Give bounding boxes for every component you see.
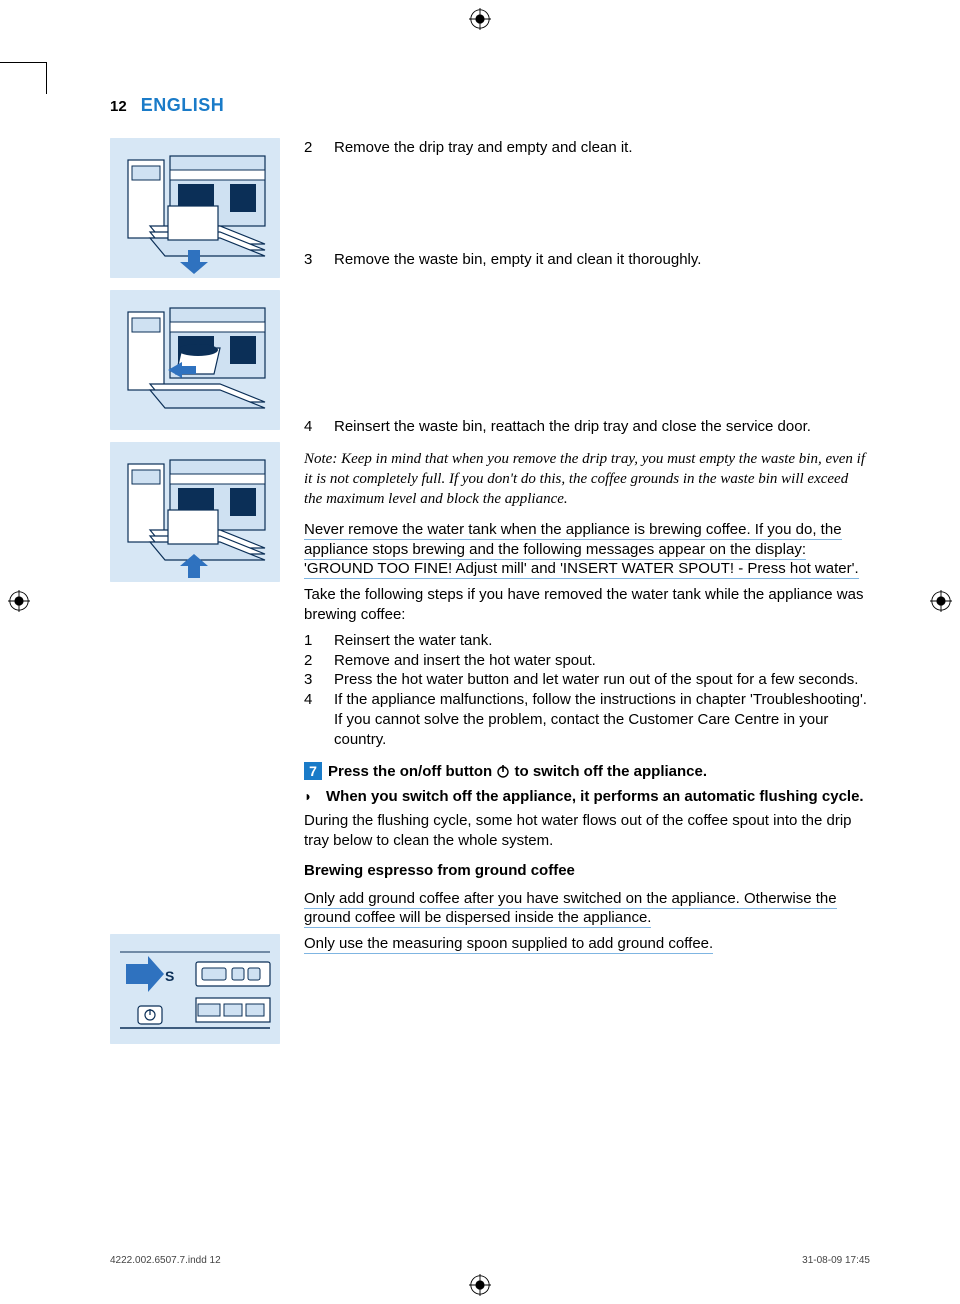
svg-text:S: S bbox=[165, 968, 174, 984]
illustration-waste-bin bbox=[110, 290, 280, 430]
step-number: 2 bbox=[304, 138, 318, 158]
registration-mark-icon bbox=[8, 590, 30, 612]
body-text: During the flushing cycle, some hot wate… bbox=[304, 811, 870, 851]
warning-text: Never remove the water tank when the app… bbox=[304, 520, 870, 579]
step-text: Remove the drip tray and empty and clean… bbox=[334, 138, 870, 158]
result-bullet: ◗ When you switch off the appliance, it … bbox=[304, 787, 870, 807]
registration-mark-icon bbox=[930, 590, 952, 612]
crop-mark bbox=[46, 62, 47, 94]
registration-mark-icon bbox=[469, 8, 491, 30]
body-text: Take the following steps if you have rem… bbox=[304, 585, 870, 625]
crop-mark bbox=[0, 62, 46, 63]
registration-mark-icon bbox=[469, 1274, 491, 1296]
footer-timestamp: 31-08-09 17:45 bbox=[802, 1255, 870, 1266]
step-number: 3 bbox=[304, 250, 318, 270]
step-text: Remove the waste bin, empty it and clean… bbox=[334, 250, 870, 270]
illustration-power-button: P S bbox=[110, 934, 280, 1044]
step-text: Reinsert the waste bin, reattach the dri… bbox=[334, 417, 870, 437]
footer-file-info: 4222.002.6507.7.indd 12 bbox=[110, 1255, 221, 1266]
warning-text: Only use the measuring spoon supplied to… bbox=[304, 934, 870, 954]
power-icon bbox=[496, 764, 510, 784]
illustration-reinsert bbox=[110, 442, 280, 582]
warning-text: Only add ground coffee after you have sw… bbox=[304, 889, 870, 929]
language-heading: ENGLISH bbox=[141, 95, 225, 116]
illustration-drip-tray bbox=[110, 138, 280, 278]
step-box-icon: 7 bbox=[304, 762, 322, 780]
note-text: Note: Keep in mind that when you remove … bbox=[304, 450, 870, 509]
page-number: 12 bbox=[110, 98, 127, 115]
section-subhead: Brewing espresso from ground coffee bbox=[304, 861, 870, 881]
boxed-step: 7 Press the on/off button to switch off … bbox=[304, 762, 870, 784]
step-number: 4 bbox=[304, 417, 318, 437]
substep-list: 1Reinsert the water tank. 2Remove and in… bbox=[304, 631, 870, 750]
arrow-bullet-icon: ◗ bbox=[304, 787, 318, 805]
